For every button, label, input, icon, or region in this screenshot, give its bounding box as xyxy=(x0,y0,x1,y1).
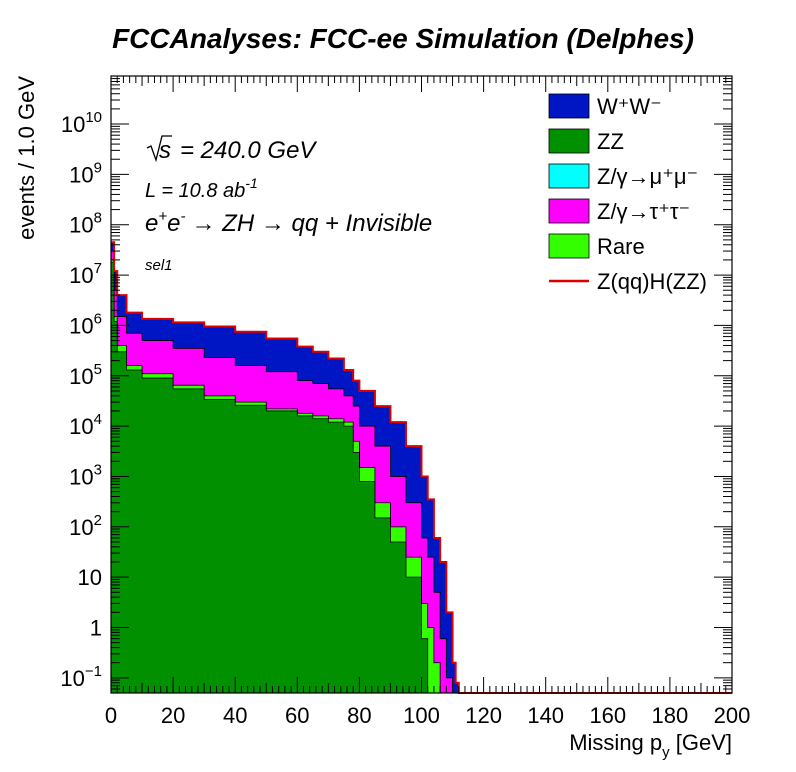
annotation-lumi: L = 10.8 ab-1 xyxy=(145,175,258,202)
x-tick-label: 60 xyxy=(285,703,309,728)
y-tick-label: 102 xyxy=(69,512,102,540)
x-tick-label: 180 xyxy=(652,703,689,728)
legend-label: Z/γ→τ⁺τ⁻ xyxy=(597,199,690,224)
y-tick-label: 10−1 xyxy=(60,663,102,691)
legend-item: ZZ xyxy=(548,128,624,154)
annotation-selection: sel1 xyxy=(145,257,173,274)
annotation-process: e+e- → ZH → qq + Invisible xyxy=(145,208,432,237)
x-tick-label: 40 xyxy=(223,703,247,728)
y-tick-label: 1010 xyxy=(61,109,102,137)
signal-series-line xyxy=(111,241,732,694)
y-axis-label: events / 1.0 GeV xyxy=(14,76,39,240)
annotation-sqrt-s: s = 240.0 GeV xyxy=(146,135,317,164)
y-tick-label: 108 xyxy=(69,210,102,238)
x-tick-label: 0 xyxy=(105,703,117,728)
legend-item: Z(qq)H(ZZ) xyxy=(549,269,707,294)
x-tick-label: 120 xyxy=(465,703,502,728)
legend-swatch xyxy=(548,163,590,189)
legend: W⁺W⁻ ZZ Z/γ→μ⁺μ⁻ Z/γ→τ⁺τ⁻ Rare Z(qq)H(ZZ) xyxy=(548,93,707,294)
x-axis-label: Missing py [GeV] xyxy=(569,730,732,761)
legend-label: W⁺W⁻ xyxy=(597,94,662,119)
svg-text:s: s xyxy=(159,137,171,164)
y-tick-label: 105 xyxy=(69,361,102,389)
y-tick-label: 104 xyxy=(69,411,102,439)
legend-swatch xyxy=(548,93,590,119)
signal-line xyxy=(111,241,732,694)
legend-item: W⁺W⁻ xyxy=(548,93,662,119)
svg-text:= 240.0 GeV: = 240.0 GeV xyxy=(180,137,317,164)
legend-label: ZZ xyxy=(597,129,624,154)
legend-label: Z(qq)H(ZZ) xyxy=(597,269,707,294)
legend-swatch xyxy=(548,198,590,224)
y-tick-label: 109 xyxy=(69,159,102,187)
x-tick-label: 140 xyxy=(527,703,564,728)
chart-title: FCCAnalyses: FCC-ee Simulation (Delphes) xyxy=(112,23,694,54)
x-tick-label: 80 xyxy=(347,703,371,728)
y-tick-label: 103 xyxy=(69,461,102,489)
x-tick-label: 160 xyxy=(589,703,626,728)
legend-item: Z/γ→τ⁺τ⁻ xyxy=(548,198,690,224)
y-tick-label: 107 xyxy=(69,260,102,288)
x-tick-label: 200 xyxy=(714,703,751,728)
x-tick-label: 20 xyxy=(161,703,185,728)
legend-label: Rare xyxy=(597,234,645,259)
x-tick-label: 100 xyxy=(403,703,440,728)
legend-label: Z/γ→μ⁺μ⁻ xyxy=(597,164,698,189)
y-tick-label: 1 xyxy=(90,615,102,640)
y-axis: 10−1 1 10 102 103 104 105 106 107 108 109 1010 xyxy=(60,75,732,694)
legend-swatch xyxy=(548,128,590,154)
legend-swatch xyxy=(548,233,590,259)
y-tick-label: 10 xyxy=(78,565,102,590)
legend-item: Z/γ→μ⁺μ⁻ xyxy=(548,163,698,189)
y-tick-label: 106 xyxy=(69,310,102,338)
legend-item: Rare xyxy=(548,233,645,259)
x-axis: 0 20 40 60 80 100 120 140 160 180 200 xyxy=(105,76,750,728)
